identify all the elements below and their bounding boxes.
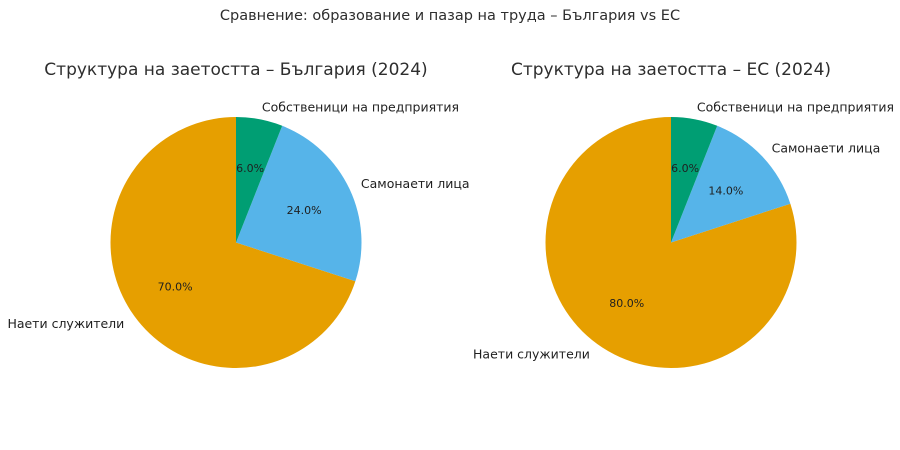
pie-bulgaria-pct-1: 24.0% [287, 204, 322, 217]
pie-bulgaria-pct-2: 6.0% [236, 162, 264, 175]
pie-eu-pct-1: 14.0% [708, 185, 743, 198]
pie-bulgaria-label-2: Собственици на предприятия [262, 99, 459, 114]
pie-eu-slice-1 [671, 125, 791, 243]
pie-eu-slice-0 [545, 117, 797, 368]
pie-bulgaria-slice-1 [236, 125, 362, 282]
chart-title-bulgaria: Структура на заетостта – България (2024) [44, 60, 428, 80]
pie-eu-pct-2: 6.0% [671, 162, 699, 175]
pie-bulgaria-slice-0 [110, 117, 356, 369]
pie-eu: 80.0% Наети служители 14.0% Самонаети лица 6… [473, 99, 894, 368]
pie-bulgaria-pct-0: 70.0% [158, 280, 193, 293]
pie-bulgaria: 70.0% Наети служители 24.0% Самонаети лица 6… [7, 99, 470, 369]
pie-eu-label-1: Самонаети лица [772, 141, 881, 156]
figure-title: Сравнение: образование и пазар на труда … [219, 8, 681, 24]
pie-bulgaria-label-0: Наети служители [7, 316, 124, 331]
pie-eu-label-2: Собственици на предприятия [697, 99, 894, 114]
pie-eu-label-0: Наети служители [473, 347, 590, 362]
pie-bulgaria-label-1: Самонаети лица [361, 176, 470, 191]
pie-eu-pct-0: 80.0% [609, 297, 644, 310]
chart-title-eu: Структура на заетостта – ЕС (2024) [510, 60, 832, 80]
pie-eu-slice-2 [671, 117, 718, 243]
pie-bulgaria-slice-2 [236, 117, 283, 243]
